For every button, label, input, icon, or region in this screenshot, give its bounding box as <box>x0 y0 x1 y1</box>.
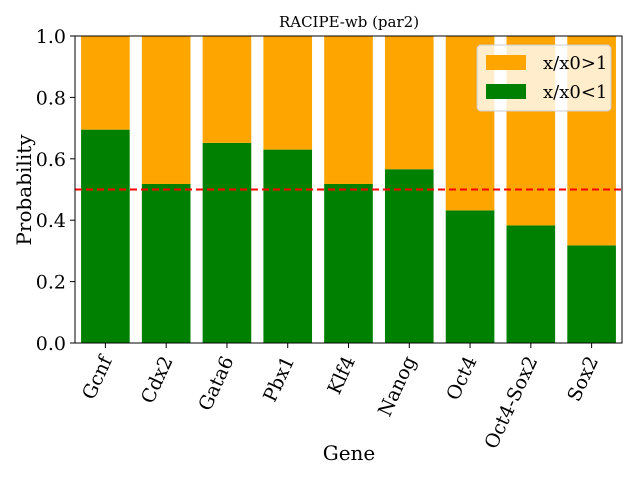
y-tick-label: 1.0 <box>36 26 66 48</box>
bar-pbx1-series-0 <box>263 149 313 343</box>
bars-group <box>81 36 616 343</box>
y-tick-label: 0.2 <box>36 272 66 294</box>
bar-klf4-series-0 <box>324 183 373 343</box>
y-axis-label: Probability <box>12 134 36 246</box>
legend-label: x/x0<1 <box>543 82 607 103</box>
bar-klf4-series-1 <box>324 36 373 184</box>
bar-nanog-series-0 <box>384 169 434 343</box>
y-tick-label: 0.4 <box>36 210 66 232</box>
bar-oct4-series-0 <box>445 210 495 343</box>
chart-title: RACIPE-wb (par2) <box>279 13 419 31</box>
y-tick-label: 0.0 <box>36 333 66 355</box>
bar-gata6-series-1 <box>202 36 252 143</box>
y-axis-ticks: 0.0 0.2 0.4 0.6 0.8 1.0 <box>36 26 75 355</box>
bar-pbx1-series-1 <box>263 36 313 150</box>
legend-swatch <box>486 84 526 99</box>
legend: x/x0>1 x/x0<1 <box>476 44 612 112</box>
y-tick-label: 0.6 <box>36 149 66 171</box>
x-axis-label: Gene <box>323 441 376 465</box>
bar-gcnf-series-1 <box>81 36 130 130</box>
bar-cdx2-series-1 <box>141 36 191 184</box>
legend-swatch <box>486 55 526 70</box>
bar-gcnf-series-0 <box>81 129 130 343</box>
bar-cdx2-series-0 <box>141 183 191 343</box>
bar-sox2-series-0 <box>567 245 616 343</box>
y-tick-label: 0.8 <box>36 87 66 109</box>
bar-nanog-series-1 <box>384 36 434 170</box>
bar-gata6-series-0 <box>202 142 252 343</box>
bar-oct4-sox2-series-0 <box>506 225 556 343</box>
legend-label: x/x0>1 <box>543 53 607 74</box>
